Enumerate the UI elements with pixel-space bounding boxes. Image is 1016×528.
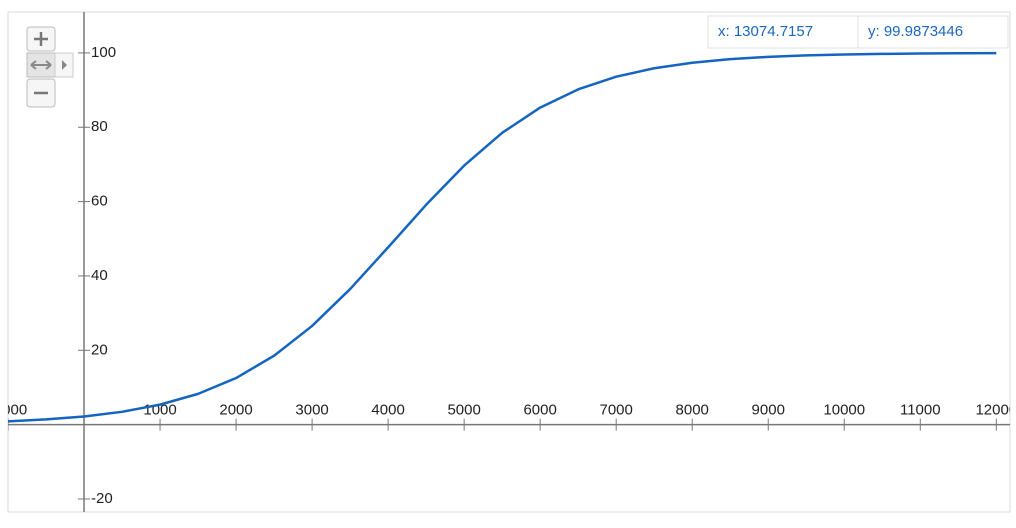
x-tick-label: 12000 (975, 402, 1016, 419)
x-tick-label: 4000 (371, 402, 404, 419)
pan-expand-icon (62, 60, 67, 70)
x-tick-label: 6000 (523, 402, 556, 419)
y-tick-label: 40 (91, 267, 108, 284)
readout-x: x: 13074.7157 (718, 23, 813, 40)
y-tick-label: 20 (91, 341, 108, 358)
y-tick-label: 80 (91, 118, 108, 135)
x-tick-label: 10000 (823, 402, 865, 419)
x-tick-label: 11000 (900, 402, 941, 419)
zoom-controls (26, 26, 74, 108)
readout: x: 13074.7157 y: 99.9873446 (707, 15, 1009, 49)
x-tick-label: 5000 (447, 402, 480, 419)
x-tick-label: 9000 (752, 402, 785, 419)
x-tick-label: -1000 (0, 402, 27, 419)
zoom-in-icon (34, 32, 48, 46)
y-tick-label: -20 (91, 490, 113, 507)
x-tick-label: 2000 (219, 402, 252, 419)
x-tick-label: 3000 (295, 402, 328, 419)
plot-area: -100010002000300040005000600070008000900… (0, 12, 1016, 512)
readout-y: y: 99.9873446 (868, 23, 963, 40)
x-tick-label: 8000 (676, 402, 709, 419)
y-tick-label: 100 (91, 44, 116, 61)
frame (7, 11, 1011, 513)
x-tick-label: 7000 (600, 402, 633, 419)
y-tick-label: 60 (91, 193, 108, 210)
curve (8, 51, 997, 423)
pan-icon (30, 60, 52, 70)
